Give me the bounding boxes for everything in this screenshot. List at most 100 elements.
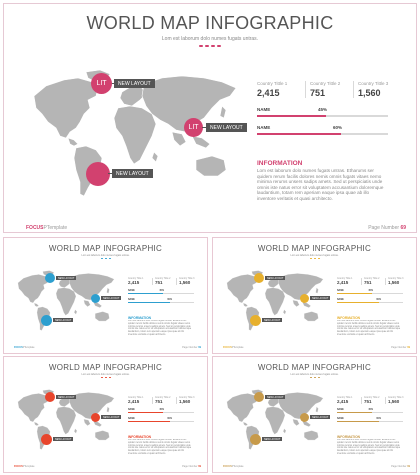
stat-row: Country Tittle 1 2,415 Country Tittle 2 … xyxy=(128,397,198,404)
progress-bar-2: NAME 60% xyxy=(257,125,388,135)
footer-brand: FOCUSPTemplate xyxy=(14,346,35,349)
location-pin-icon[interactable] xyxy=(41,434,52,445)
thumbnail-slide-yellow[interactable]: WORLD MAP INFOGRAPHIC Lom est laborum do… xyxy=(212,237,417,354)
pin-label-1: NEW LAYOUT xyxy=(265,395,286,399)
stat-1: Country Tittle 1 2,415 xyxy=(337,397,353,404)
lit-icon[interactable]: LIT xyxy=(184,118,203,137)
progress-bar-1: NAME 45% xyxy=(337,409,403,413)
progress-bar-1: NAME 45% xyxy=(128,290,194,294)
stat-2: Country Tittle 2 751 xyxy=(305,81,353,98)
location-pin-icon[interactable] xyxy=(45,273,55,283)
bar-fill xyxy=(257,133,341,135)
slide-subtitle: Lom est laborum dolo numes fugats untras… xyxy=(81,254,130,257)
info-heading: INFORMATION xyxy=(128,316,152,320)
pin-label-2: NEW LAYOUT xyxy=(101,415,122,419)
slide-title: WORLD MAP INFOGRAPHIC xyxy=(48,363,163,372)
location-pin-icon[interactable] xyxy=(45,392,55,402)
location-pin-icon[interactable] xyxy=(250,315,261,326)
progress-bar-1: NAME 45% xyxy=(257,107,388,117)
stat-3: Country Tittle 3 1,560 xyxy=(385,278,407,285)
info-body: Lom est laborum dolo numes fugats untras… xyxy=(337,439,401,455)
info-body: Lom est laborum dolo numes fugats untras… xyxy=(337,320,401,336)
pin-label-1: NEW LAYOUT xyxy=(56,395,77,399)
location-pin-icon[interactable] xyxy=(250,434,261,445)
lit-icon[interactable]: LIT xyxy=(91,73,112,94)
pin-label-2: NEW LAYOUT xyxy=(206,123,247,132)
slide-title: WORLD MAP INFOGRAPHIC xyxy=(257,244,372,253)
main-slide[interactable]: WORLD MAP INFOGRAPHIC Lom est laborum do… xyxy=(3,3,417,233)
stat-1: Country Tittle 1 2,415 xyxy=(337,278,353,285)
footer-page: Page Number 69 xyxy=(182,346,201,349)
stat-3: Country Tittle 3 1,560 xyxy=(353,81,395,98)
pin-label-3: NEW LAYOUT xyxy=(262,318,283,322)
slide-subtitle: Lom est laborum dolo numes fugats untras… xyxy=(81,373,130,376)
title-divider xyxy=(199,45,221,47)
stat-3: Country Tittle 3 1,560 xyxy=(176,278,198,285)
footer-brand: FOCUSPTemplate xyxy=(223,346,244,349)
info-body: Lom est laborum dolo numes fugats untras… xyxy=(257,168,384,201)
footer-page: Page Number 69 xyxy=(391,465,410,468)
stat-1: Country Tittle 1 2,415 xyxy=(257,81,288,98)
location-pin-icon[interactable] xyxy=(91,294,100,303)
pin-label-1: NEW LAYOUT xyxy=(265,276,286,280)
stat-3: Country Tittle 3 1,560 xyxy=(176,397,198,404)
progress-bar-2: NAME 60% xyxy=(337,418,403,422)
progress-bar-1: NAME 45% xyxy=(337,290,403,294)
location-pin-icon[interactable] xyxy=(300,294,309,303)
info-body: Lom est laborum dolo numes fugats untras… xyxy=(128,320,192,336)
location-pin-icon[interactable] xyxy=(254,273,264,283)
footer-brand: FOCUSPTemplate xyxy=(14,465,35,468)
footer-page: Page Number 69 xyxy=(391,346,410,349)
pin-label-2: NEW LAYOUT xyxy=(101,296,122,300)
progress-bar-2: NAME 60% xyxy=(128,418,194,422)
thumbnail-slide-blue[interactable]: WORLD MAP INFOGRAPHIC Lom est laborum do… xyxy=(3,237,208,354)
info-heading: INFORMATION xyxy=(337,316,361,320)
stat-row: Country Tittle 1 2,415 Country Tittle 2 … xyxy=(128,278,198,285)
pin-label-3: NEW LAYOUT xyxy=(262,437,283,441)
progress-bar-1: NAME 45% xyxy=(128,409,194,413)
info-heading: INFORMATION xyxy=(128,435,152,439)
pin-label-1: NEW LAYOUT xyxy=(56,276,77,280)
thumbnail-slide-red[interactable]: WORLD MAP INFOGRAPHIC Lom est laborum do… xyxy=(3,356,208,473)
title-divider xyxy=(309,258,320,259)
pin-label-3: NEW LAYOUT xyxy=(112,169,153,178)
slide-title: WORLD MAP INFOGRAPHIC xyxy=(257,363,372,372)
pin-label-2: NEW LAYOUT xyxy=(310,296,331,300)
title-divider xyxy=(100,377,111,378)
location-pin-icon[interactable] xyxy=(91,413,100,422)
progress-bar-2: NAME 60% xyxy=(128,299,194,303)
pin-label-3: NEW LAYOUT xyxy=(53,318,74,322)
stat-1: Country Tittle 1 2,415 xyxy=(128,278,144,285)
title-divider xyxy=(309,377,320,378)
stat-2: Country Tittle 2 751 xyxy=(152,397,176,404)
slide-title: WORLD MAP INFOGRAPHIC xyxy=(86,13,334,33)
thumbnail-slide-gold[interactable]: WORLD MAP INFOGRAPHIC Lom est laborum do… xyxy=(212,356,417,473)
pin-label-2: NEW LAYOUT xyxy=(310,415,331,419)
slide-subtitle: Lom est laborum dolo numes fugats untras… xyxy=(290,373,339,376)
world-map xyxy=(17,270,115,331)
world-map xyxy=(33,69,237,197)
slide-title: WORLD MAP INFOGRAPHIC xyxy=(48,244,163,253)
location-pin-icon[interactable] xyxy=(86,162,110,186)
pin-label-3: NEW LAYOUT xyxy=(53,437,74,441)
info-heading: INFORMATION xyxy=(257,160,303,167)
info-body: Lom est laborum dolo numes fugats untras… xyxy=(128,439,192,455)
location-pin-icon[interactable] xyxy=(41,315,52,326)
info-heading: INFORMATION xyxy=(337,435,361,439)
progress-bar-2: NAME 60% xyxy=(337,299,403,303)
footer-brand: FOCUSPTemplate xyxy=(26,225,68,231)
stat-row: Country Tittle 1 2,415 Country Tittle 2 … xyxy=(257,81,395,98)
world-map xyxy=(17,389,115,450)
slide-subtitle: Lom est laborum dolo numes fugats untras… xyxy=(161,36,259,42)
title-divider xyxy=(100,258,111,259)
location-pin-icon[interactable] xyxy=(300,413,309,422)
stat-2: Country Tittle 2 751 xyxy=(152,278,176,285)
stat-3: Country Tittle 3 1,560 xyxy=(385,397,407,404)
stat-2: Country Tittle 2 751 xyxy=(361,397,385,404)
stat-2: Country Tittle 2 751 xyxy=(361,278,385,285)
location-pin-icon[interactable] xyxy=(254,392,264,402)
slide-subtitle: Lom est laborum dolo numes fugats untras… xyxy=(290,254,339,257)
stat-row: Country Tittle 1 2,415 Country Tittle 2 … xyxy=(337,278,407,285)
bar-fill xyxy=(257,115,327,117)
